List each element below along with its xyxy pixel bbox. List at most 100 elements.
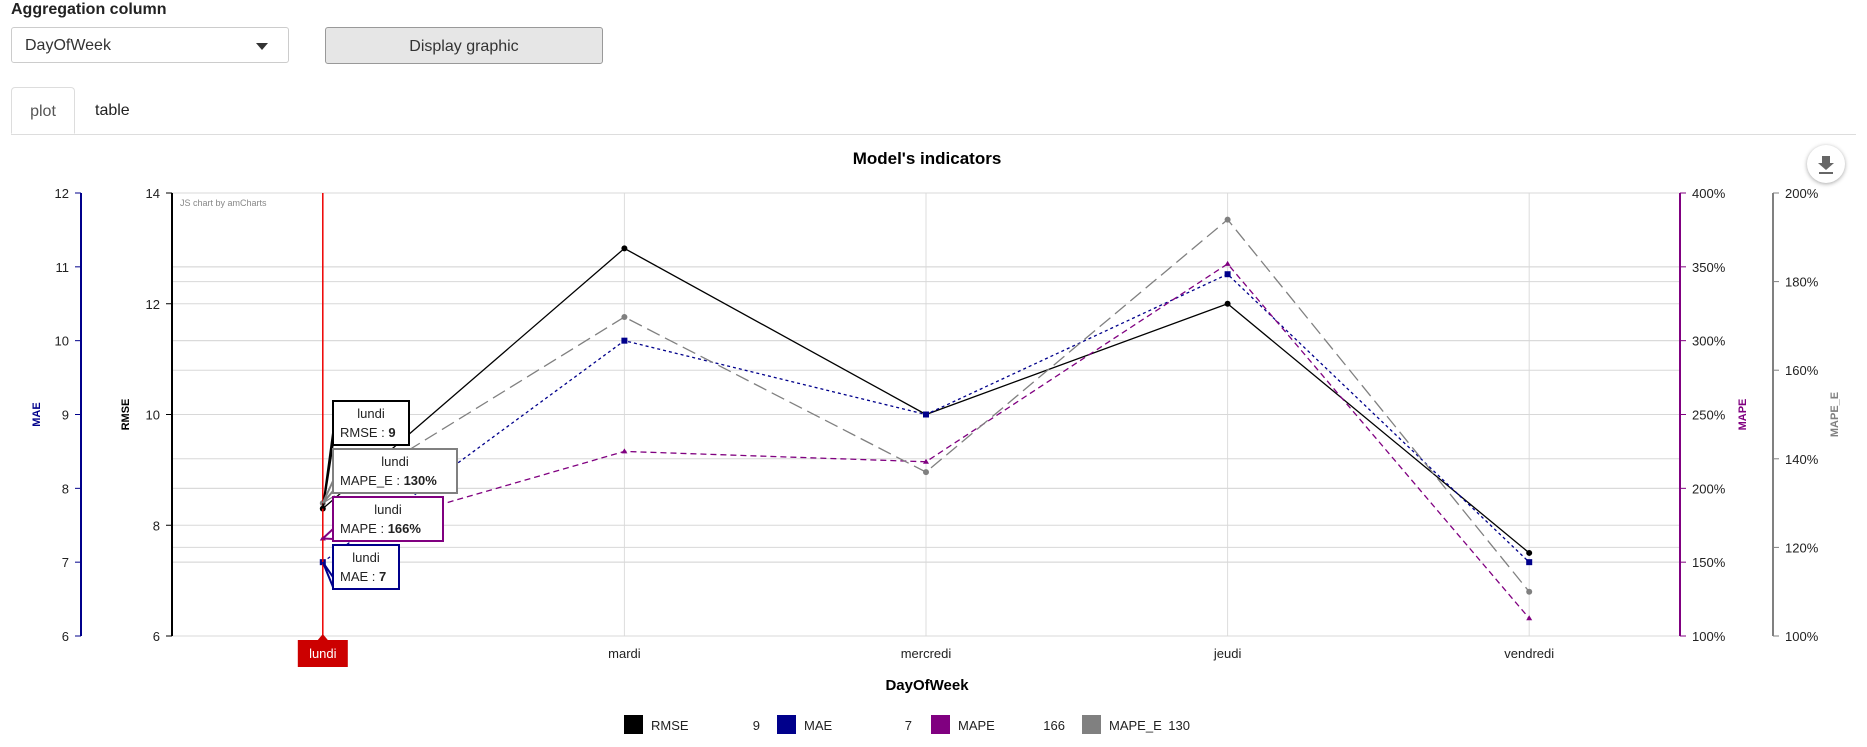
axis-tick-label: 120% bbox=[1785, 540, 1819, 555]
data-point bbox=[923, 411, 929, 418]
plot-frame bbox=[171, 192, 1681, 637]
legend-value: 130 bbox=[1168, 718, 1190, 733]
series-line-rmse bbox=[322, 247, 1530, 554]
data-point bbox=[923, 469, 929, 476]
legend-item-rmse[interactable]: RMSE 9 bbox=[624, 715, 760, 734]
chart-title: Model's indicators bbox=[853, 149, 1002, 168]
tooltip-box bbox=[332, 400, 410, 446]
tab-plot[interactable]: plot bbox=[11, 87, 75, 134]
data-point bbox=[621, 245, 628, 252]
axis-tick-label: 10 bbox=[55, 334, 69, 349]
tooltip-value-line: RMSE : 9 bbox=[340, 425, 396, 440]
legend-item-mape[interactable]: MAPE 166 bbox=[931, 715, 1065, 734]
legend-label: RMSE bbox=[651, 718, 689, 733]
axis-tick-label: 150% bbox=[1692, 555, 1726, 570]
axis-tick-label: 180% bbox=[1785, 275, 1819, 290]
x-axis-title: DayOfWeek bbox=[885, 677, 969, 694]
legend-item-mape_e[interactable]: MAPE_E 130 bbox=[1082, 715, 1190, 734]
cursor-category-label: lundi bbox=[309, 646, 337, 661]
axis-tick-label: 8 bbox=[153, 518, 160, 533]
tooltip-box bbox=[332, 448, 458, 494]
legend-value: 7 bbox=[905, 718, 912, 733]
tooltip-mape: lundi MAPE : 166% bbox=[320, 496, 444, 542]
tooltip-pointer bbox=[320, 526, 334, 541]
aggregation-select[interactable]: DayOfWeek bbox=[11, 27, 289, 63]
tooltip-box bbox=[332, 544, 400, 590]
axis-tick-label: 400% bbox=[1692, 186, 1726, 201]
x-tick-label: vendredi bbox=[1504, 646, 1554, 661]
axis-title: RMSE bbox=[120, 399, 132, 431]
legend-swatch bbox=[777, 715, 796, 734]
data-point bbox=[1224, 260, 1231, 266]
axis-tick-label: 200% bbox=[1785, 186, 1819, 201]
axis-tick-label: 160% bbox=[1785, 363, 1819, 378]
tab-bar: plot table bbox=[11, 87, 1856, 135]
axis-tick-label: 12 bbox=[146, 297, 160, 312]
tooltip-mape_e: lundi MAPE_E : 130% bbox=[321, 448, 458, 504]
axis-title: MAE bbox=[31, 402, 43, 426]
legend-value: 9 bbox=[753, 718, 760, 733]
axis-tick-label: 7 bbox=[62, 555, 69, 570]
axis-tick-label: 100% bbox=[1785, 629, 1819, 644]
data-point bbox=[1224, 300, 1231, 307]
legend-swatch bbox=[1082, 715, 1101, 734]
tooltip-category: lundi bbox=[374, 502, 402, 517]
axis-tick-label: 10 bbox=[146, 408, 160, 423]
data-point bbox=[621, 448, 628, 454]
tooltip-value-line: MAPE : 166% bbox=[340, 521, 421, 536]
chart-credit: JS chart by amCharts bbox=[180, 198, 267, 208]
tooltip-rmse: lundi RMSE : 9 bbox=[321, 400, 410, 509]
legend-value: 166 bbox=[1043, 718, 1065, 733]
legend-swatch bbox=[931, 715, 950, 734]
x-tick-label: mercredi bbox=[901, 646, 952, 661]
tooltip-category: lundi bbox=[357, 406, 385, 421]
legend-item-mae[interactable]: MAE 7 bbox=[777, 715, 912, 734]
data-point bbox=[1526, 615, 1533, 621]
series-line-mape_e bbox=[322, 218, 1530, 593]
data-point bbox=[1224, 216, 1231, 223]
display-graphic-button[interactable]: Display graphic bbox=[325, 27, 603, 64]
axis-tick-label: 6 bbox=[153, 629, 160, 644]
tab-table[interactable]: table bbox=[95, 102, 130, 119]
legend-label: MAE bbox=[804, 718, 833, 733]
legend-label: MAPE_E bbox=[1109, 718, 1162, 733]
tooltip-pointer bbox=[321, 561, 334, 588]
data-point bbox=[1526, 549, 1533, 556]
axis-tick-label: 12 bbox=[55, 186, 69, 201]
tooltip-value-line: MAE : 7 bbox=[340, 569, 386, 584]
tooltip-category: lundi bbox=[381, 454, 409, 469]
axis-tick-label: 100% bbox=[1692, 629, 1726, 644]
legend-swatch bbox=[624, 715, 643, 734]
tooltip-pointer bbox=[321, 432, 334, 509]
chevron-down-icon bbox=[256, 43, 268, 50]
axis-tick-label: 140% bbox=[1785, 452, 1819, 467]
axis-tick-label: 200% bbox=[1692, 481, 1726, 496]
data-point bbox=[621, 337, 628, 344]
download-button[interactable] bbox=[1807, 145, 1845, 183]
axis-tick-label: 250% bbox=[1692, 408, 1726, 423]
data-point bbox=[1526, 559, 1533, 566]
tooltip-pointer bbox=[321, 480, 334, 504]
data-point bbox=[319, 535, 326, 541]
tooltip-box bbox=[332, 496, 444, 542]
x-tick-label: mardi bbox=[608, 646, 641, 661]
download-icon bbox=[1818, 156, 1834, 174]
axis-title: MAPE bbox=[1737, 399, 1749, 431]
data-point bbox=[1224, 271, 1231, 278]
cursor-badge-pointer bbox=[317, 634, 328, 640]
axis-tick-label: 8 bbox=[62, 481, 69, 496]
axis-tick-label: 350% bbox=[1692, 260, 1726, 275]
cursor-category-badge bbox=[297, 640, 348, 667]
axis-tick-label: 300% bbox=[1692, 334, 1726, 349]
tooltip-mae: lundi MAE : 7 bbox=[321, 544, 400, 590]
x-tick-label: jeudi bbox=[1213, 646, 1242, 661]
data-point bbox=[923, 411, 929, 418]
tooltip-category: lundi bbox=[352, 550, 380, 565]
tooltip-value-line: MAPE_E : 130% bbox=[340, 473, 437, 488]
axis-tick-label: 14 bbox=[146, 186, 160, 201]
axis-title: MAPE_E bbox=[1829, 392, 1841, 437]
data-point bbox=[923, 458, 929, 464]
aggregation-label: Aggregation column bbox=[11, 1, 167, 18]
legend-label: MAPE bbox=[958, 718, 995, 733]
axis-tick-label: 6 bbox=[62, 629, 69, 644]
